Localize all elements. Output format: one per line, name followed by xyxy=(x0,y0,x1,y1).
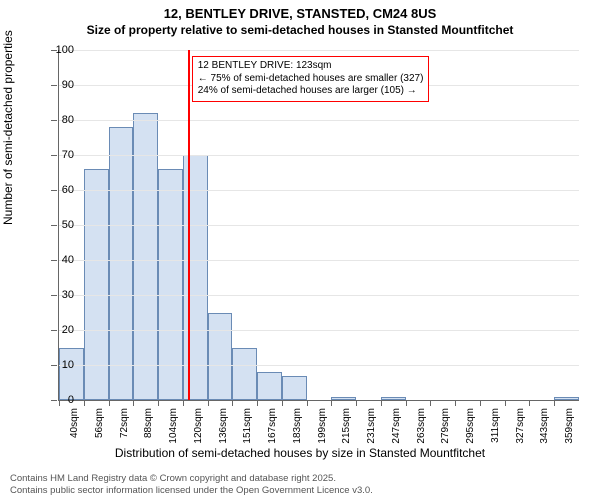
y-tick-label: 30 xyxy=(62,289,74,301)
y-tick xyxy=(51,120,57,121)
histogram-bar xyxy=(208,313,233,401)
subject-marker-line xyxy=(188,50,190,400)
x-tick xyxy=(307,400,308,406)
histogram-bar xyxy=(109,127,134,400)
gridline xyxy=(59,330,579,331)
annotation-box: 12 BENTLEY DRIVE: 123sqm← 75% of semi-de… xyxy=(192,56,430,102)
y-tick-label: 50 xyxy=(62,219,74,231)
y-tick-label: 60 xyxy=(62,184,74,196)
x-tick xyxy=(158,400,159,406)
y-tick-label: 10 xyxy=(62,359,74,371)
y-tick-label: 0 xyxy=(68,394,74,406)
y-tick-label: 80 xyxy=(62,114,74,126)
footer-line-1: Contains HM Land Registry data © Crown c… xyxy=(10,473,373,484)
y-tick-label: 90 xyxy=(62,79,74,91)
y-tick xyxy=(51,85,57,86)
x-tick xyxy=(381,400,382,406)
x-tick xyxy=(109,400,110,406)
gridline xyxy=(59,50,579,51)
x-tick xyxy=(208,400,209,406)
x-axis-label: Distribution of semi-detached houses by … xyxy=(0,446,600,460)
annotation-line: 12 BENTLEY DRIVE: 123sqm xyxy=(198,60,424,73)
gridline xyxy=(59,155,579,156)
y-tick xyxy=(51,400,57,401)
chart-container: 12, BENTLEY DRIVE, STANSTED, CM24 8US Si… xyxy=(0,0,600,500)
gridline xyxy=(59,365,579,366)
histogram-bar xyxy=(183,155,208,400)
x-tick xyxy=(505,400,506,406)
x-tick xyxy=(480,400,481,406)
x-tick xyxy=(554,400,555,406)
histogram-bar xyxy=(554,397,579,401)
histogram-bar xyxy=(282,376,307,401)
gridline xyxy=(59,225,579,226)
y-tick xyxy=(51,260,57,261)
plot-area: 40sqm56sqm72sqm88sqm104sqm120sqm136sqm15… xyxy=(58,50,579,401)
x-tick xyxy=(356,400,357,406)
x-tick xyxy=(282,400,283,406)
y-axis-label: Number of semi-detached properties xyxy=(1,30,15,225)
x-tick xyxy=(331,400,332,406)
x-tick xyxy=(84,400,85,406)
histogram-bar xyxy=(331,397,356,401)
x-tick xyxy=(59,400,60,406)
histogram-bar xyxy=(133,113,158,400)
y-tick xyxy=(51,295,57,296)
footer-line-2: Contains public sector information licen… xyxy=(10,485,373,496)
histogram-bar xyxy=(381,397,406,401)
gridline xyxy=(59,190,579,191)
y-tick xyxy=(51,155,57,156)
x-tick xyxy=(430,400,431,406)
histogram-bar xyxy=(59,348,84,401)
x-tick xyxy=(455,400,456,406)
histogram-bar xyxy=(232,348,257,401)
y-tick-label: 20 xyxy=(62,324,74,336)
y-tick xyxy=(51,225,57,226)
x-tick xyxy=(529,400,530,406)
y-tick xyxy=(51,190,57,191)
histogram-bar xyxy=(257,372,282,400)
gridline xyxy=(59,295,579,296)
x-tick xyxy=(406,400,407,406)
y-tick-label: 40 xyxy=(62,254,74,266)
gridline xyxy=(59,260,579,261)
annotation-line: ← 75% of semi-detached houses are smalle… xyxy=(198,73,424,86)
footer-attribution: Contains HM Land Registry data © Crown c… xyxy=(10,473,373,496)
x-tick xyxy=(232,400,233,406)
y-tick xyxy=(51,330,57,331)
y-tick-label: 100 xyxy=(56,44,74,56)
gridline xyxy=(59,120,579,121)
x-tick xyxy=(183,400,184,406)
y-tick-label: 70 xyxy=(62,149,74,161)
y-tick xyxy=(51,365,57,366)
x-tick xyxy=(257,400,258,406)
chart-title-line2: Size of property relative to semi-detach… xyxy=(0,21,600,37)
annotation-line: 24% of semi-detached houses are larger (… xyxy=(198,85,424,98)
chart-title-line1: 12, BENTLEY DRIVE, STANSTED, CM24 8US xyxy=(0,0,600,21)
x-tick xyxy=(133,400,134,406)
